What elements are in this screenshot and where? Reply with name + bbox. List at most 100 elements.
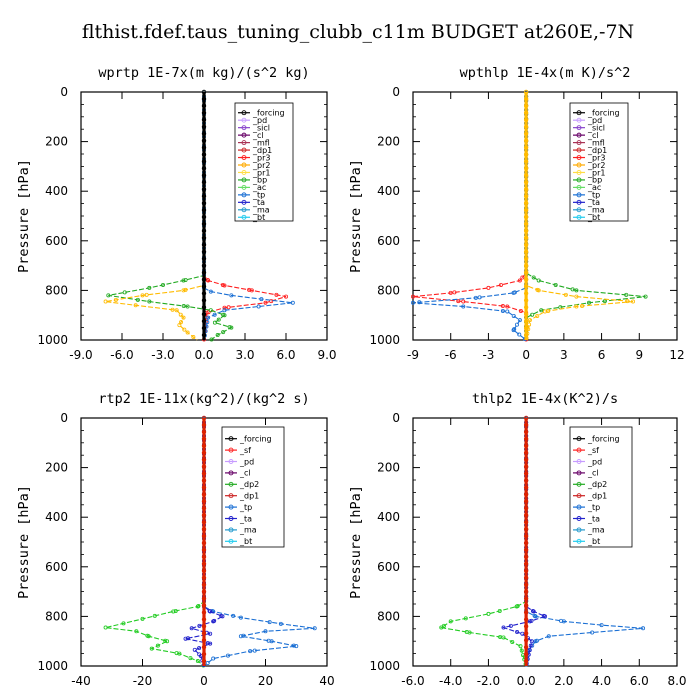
series-line: [412, 92, 527, 340]
series-marker: [523, 89, 529, 95]
series-marker: [523, 124, 529, 129]
legend-label: _pd: [252, 116, 267, 125]
legend-box: [221, 426, 285, 548]
x-tick-label: -6: [445, 348, 457, 362]
series-marker: [523, 485, 529, 490]
series-marker: [452, 290, 457, 295]
series-marker: [201, 256, 207, 261]
plot-frame: [412, 91, 678, 341]
series-marker: [511, 328, 516, 333]
series-marker: [511, 290, 516, 295]
series-marker: [523, 561, 529, 567]
series-marker: [205, 661, 210, 666]
legend-marker: [241, 199, 247, 205]
series-marker: [463, 616, 468, 621]
series-marker: [201, 312, 207, 317]
series-marker: [201, 471, 207, 476]
x-tick-label: 9: [635, 348, 643, 362]
series-marker: [201, 325, 207, 331]
legend-marker: [576, 538, 582, 544]
series-marker: [201, 596, 207, 601]
legend-label: _dp1: [587, 146, 607, 155]
series-marker: [520, 275, 525, 280]
legend-box: [234, 102, 294, 222]
series-marker: [211, 656, 216, 661]
series-marker: [517, 332, 522, 337]
series-marker: [643, 294, 648, 299]
series-marker: [523, 270, 529, 275]
series-marker: [523, 131, 529, 136]
y-tick-label: 0: [60, 85, 68, 99]
legend-label: _dp1: [587, 492, 607, 501]
series-marker: [570, 287, 575, 292]
series-marker: [181, 304, 186, 309]
x-tick-label: 6.0: [276, 348, 295, 362]
y-tick-label: 1000: [37, 333, 68, 347]
y-tick-label: 800: [377, 283, 400, 297]
series-marker: [523, 533, 529, 539]
series-marker: [523, 305, 529, 310]
series-marker: [523, 207, 529, 213]
series-marker: [171, 609, 176, 614]
x-tick-label: 3: [560, 348, 568, 362]
series-marker: [269, 639, 274, 644]
series-marker: [523, 110, 529, 116]
series-marker: [505, 304, 510, 309]
series-marker: [181, 278, 186, 283]
series-marker: [574, 304, 579, 309]
legend-label: _sicl: [587, 123, 605, 132]
series-marker: [201, 540, 207, 546]
legend-marker: [576, 516, 582, 521]
chart-panel-3: rtp2 1E-11x(kg^2)/(kg^2 s) Pressure [hPa]…: [16, 391, 335, 688]
series-marker: [531, 609, 536, 614]
legend-label: _cl: [252, 131, 264, 140]
series-marker: [625, 299, 630, 304]
series-marker: [229, 325, 234, 330]
y-tick-label: 400: [45, 184, 68, 198]
series-marker: [523, 554, 529, 560]
series-marker: [486, 611, 491, 616]
series-marker: [201, 533, 207, 539]
legend-marker: [576, 493, 582, 499]
series-marker: [523, 263, 529, 268]
legend-label: _pd: [587, 116, 602, 125]
legend-marker: [241, 110, 247, 116]
series-marker: [533, 639, 538, 644]
series-marker: [523, 298, 529, 303]
series-marker: [523, 312, 529, 317]
x-tick-label: -40: [71, 674, 91, 688]
y-axis-label: Pressure [hPa]: [348, 485, 364, 599]
series-marker: [173, 608, 178, 613]
series-marker: [574, 288, 579, 293]
series-marker: [410, 300, 415, 305]
series-marker: [523, 638, 529, 643]
series-marker: [222, 283, 227, 288]
series-marker: [215, 333, 220, 338]
x-tick-label: 0: [522, 348, 530, 362]
legend-marker: [241, 155, 247, 160]
series-marker: [410, 294, 415, 299]
series-marker: [201, 214, 207, 220]
series-marker: [523, 644, 529, 650]
series-marker: [505, 309, 510, 314]
series-marker: [185, 330, 190, 335]
series-marker: [461, 304, 466, 309]
series-marker: [103, 625, 108, 630]
series-marker: [539, 308, 544, 313]
series-line: [525, 92, 646, 340]
series-marker: [222, 308, 227, 313]
legend-label: _dp2: [239, 480, 259, 489]
series-marker: [587, 300, 592, 305]
series-marker: [523, 228, 529, 234]
legend-marker: [576, 125, 582, 131]
x-tick-label: -9: [407, 348, 419, 362]
series-marker: [181, 288, 186, 293]
series-marker: [473, 295, 478, 300]
series-marker: [247, 287, 252, 292]
series-marker: [201, 305, 207, 310]
legend-marker: [241, 125, 247, 131]
legend-marker: [576, 481, 582, 487]
series-marker: [189, 626, 194, 631]
series-marker: [523, 235, 529, 241]
series-marker: [523, 138, 529, 143]
